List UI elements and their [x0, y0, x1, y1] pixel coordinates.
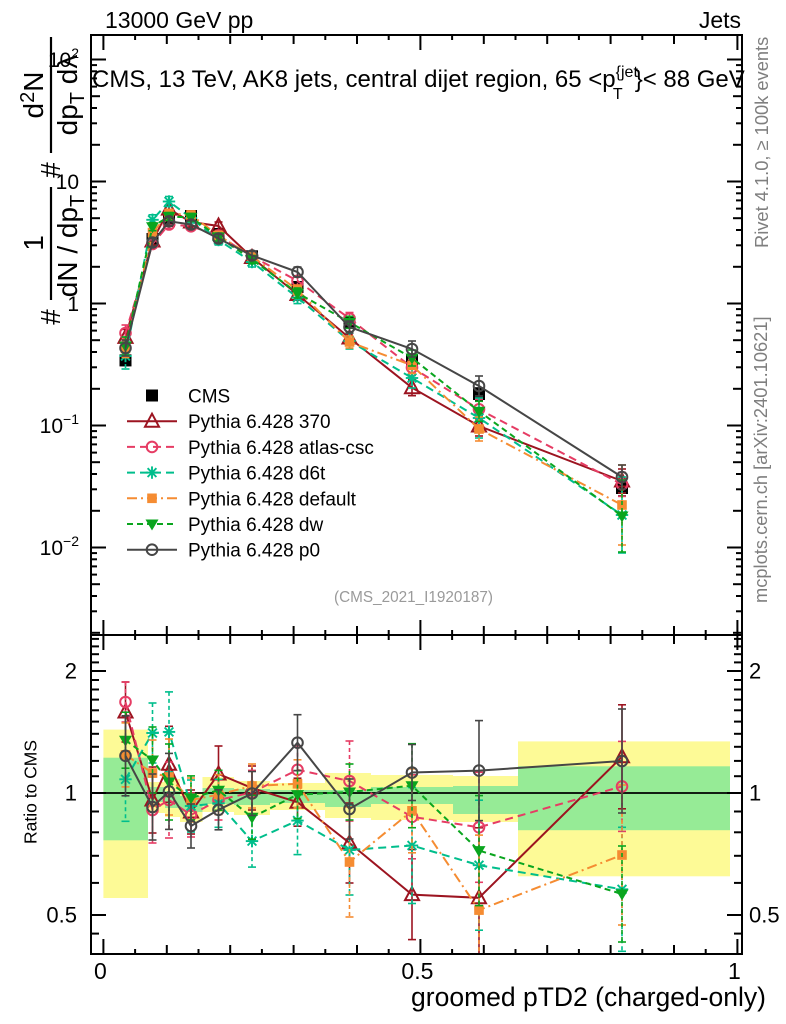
- svg-text:0.5: 0.5: [749, 903, 780, 928]
- svg-text:#: #: [35, 309, 66, 325]
- svg-text:2: 2: [749, 659, 761, 684]
- svg-text:1: 1: [728, 958, 741, 984]
- svg-text:Pythia 6.428 370: Pythia 6.428 370: [188, 412, 331, 433]
- svg-text:1: 1: [18, 235, 49, 251]
- svg-text:Pythia 6.428 dw: Pythia 6.428 dw: [188, 515, 323, 536]
- svg-text:groomed pTD2 (charged-only): groomed pTD2 (charged-only): [411, 982, 766, 1012]
- svg-text:Ratio to CMS: Ratio to CMS: [21, 740, 41, 844]
- svg-text:1: 1: [65, 781, 77, 806]
- svg-text:10: 10: [56, 171, 79, 194]
- svg-text:CMS: CMS: [188, 387, 230, 408]
- svg-text:Pythia 6.428 default: Pythia 6.428 default: [188, 489, 357, 510]
- svg-text:0: 0: [94, 958, 107, 984]
- svg-text:10−2: 10−2: [40, 533, 80, 560]
- svg-text:0.5: 0.5: [401, 958, 433, 984]
- svg-text:102: 102: [48, 45, 79, 72]
- svg-text:0.5: 0.5: [46, 903, 77, 928]
- svg-text:2: 2: [65, 659, 77, 684]
- svg-text:Pythia 6.428 p0: Pythia 6.428 p0: [188, 541, 320, 562]
- svg-text:1: 1: [67, 293, 79, 316]
- svg-text:13000 GeV pp: 13000 GeV pp: [105, 7, 253, 33]
- svg-text:mcplots.cern.ch [arXiv:2401.10: mcplots.cern.ch [arXiv:2401.10621]: [750, 316, 771, 603]
- svg-text:Pythia 6.428 d6t: Pythia 6.428 d6t: [188, 464, 326, 485]
- svg-text:1: 1: [749, 781, 761, 806]
- svg-text:#: #: [35, 162, 66, 178]
- svg-text:Jets: Jets: [699, 7, 741, 33]
- svg-text:Rivet 4.1.0, ≥ 100k events: Rivet 4.1.0, ≥ 100k events: [751, 37, 772, 248]
- svg-text:dN / dpT: dN / dpT: [52, 195, 89, 298]
- svg-text:10−1: 10−1: [40, 411, 80, 438]
- svg-text:Pythia 6.428 atlas-csc: Pythia 6.428 atlas-csc: [188, 438, 374, 459]
- svg-text:(CMS_2021_I1920187): (CMS_2021_I1920187): [334, 589, 493, 606]
